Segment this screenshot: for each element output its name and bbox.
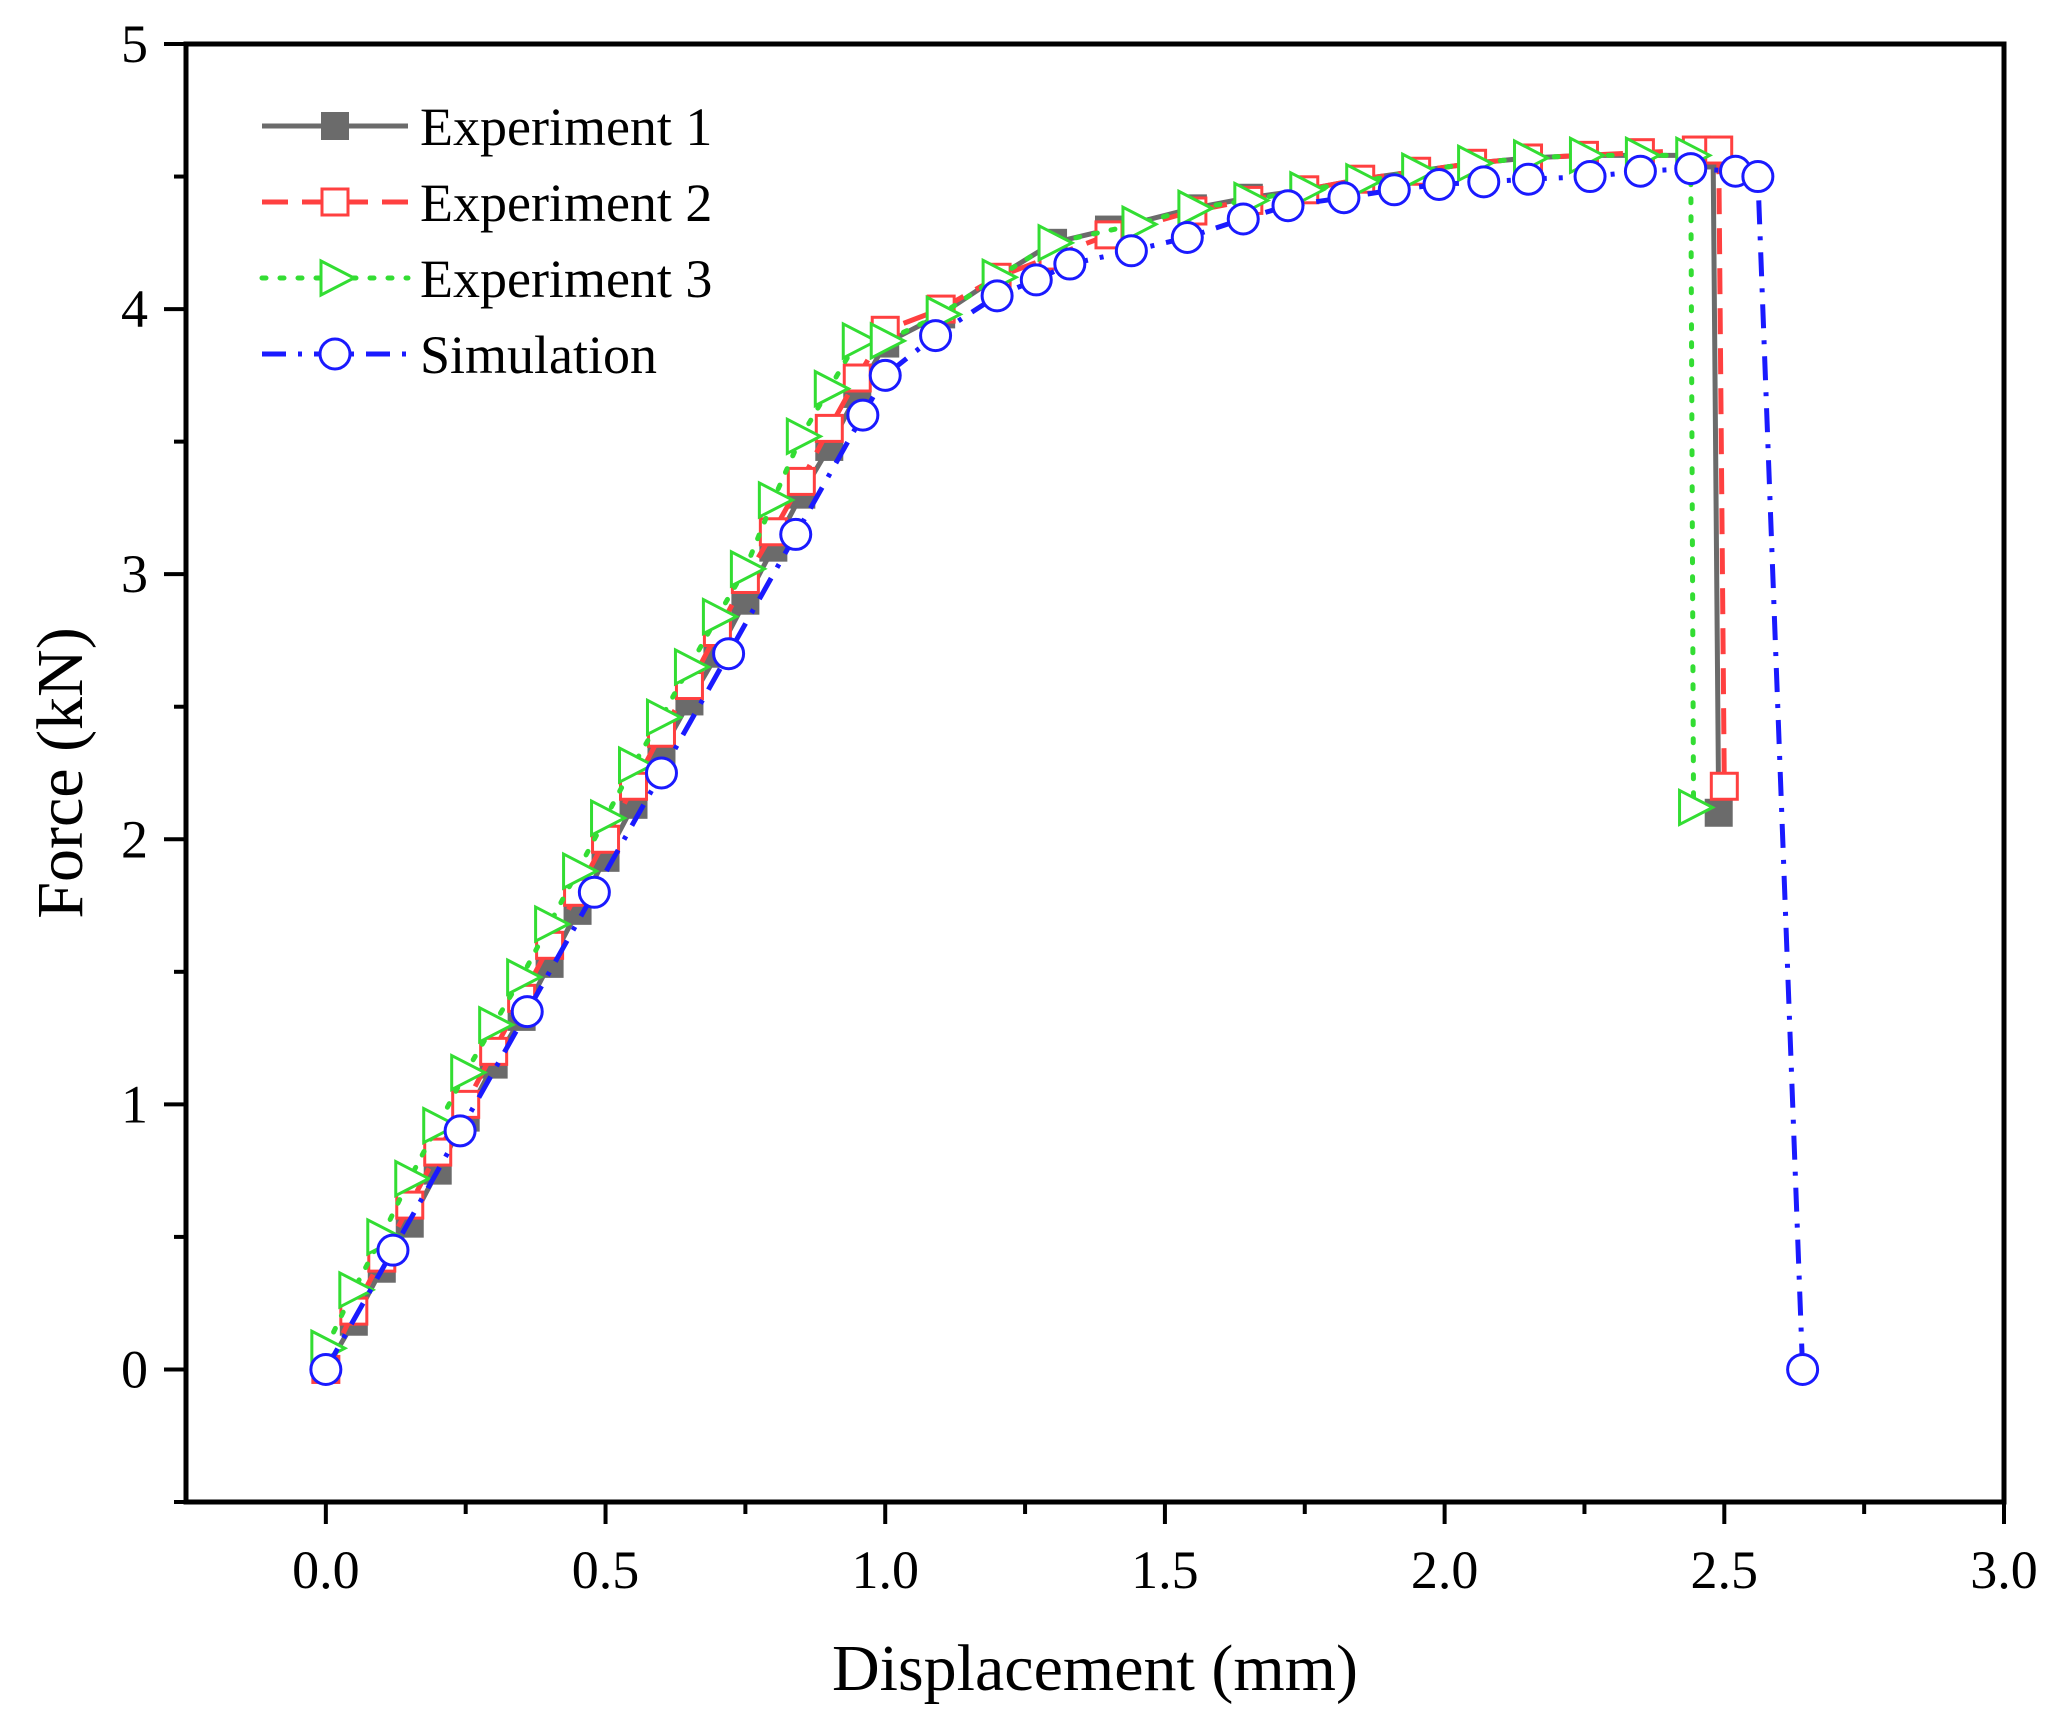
simulation-point xyxy=(1467,165,1501,199)
experiment-3-point xyxy=(1401,151,1439,191)
experiment-3-point xyxy=(729,549,768,589)
experiment-3-point xyxy=(562,851,600,891)
experiment-3-point xyxy=(534,904,572,944)
experiment-3-point xyxy=(785,416,824,456)
experiment-2-point xyxy=(395,1190,425,1220)
simulation-point xyxy=(443,1114,477,1148)
tick-labels: 0.0 0.5 1.0 1.5 2.0 2.5 3.0 0 1 2 3 4 5 xyxy=(121,14,2038,1600)
y-axis-title: Force (kN) xyxy=(24,627,97,918)
experiment-1-point xyxy=(1704,798,1733,827)
simulation-point xyxy=(1512,162,1546,196)
x-tick-label: 1.0 xyxy=(851,1540,919,1600)
simulation-point xyxy=(1327,181,1361,215)
experiment-3-point xyxy=(673,647,712,687)
x-axis-title: Displacement (mm) xyxy=(832,1632,1358,1705)
experiment-2-point xyxy=(451,1089,481,1119)
legend-label-experiment-1: Experiment 1 xyxy=(420,97,712,157)
x-tick-label: 3.0 xyxy=(1970,1540,2038,1600)
experiment-3-point xyxy=(450,1053,488,1093)
simulation-point xyxy=(712,637,746,671)
y-tick-label: 4 xyxy=(121,279,148,339)
simulation-point xyxy=(1422,167,1456,201)
axis-ticks xyxy=(164,42,2006,1524)
y-tick-label: 3 xyxy=(121,544,148,604)
simulation-point xyxy=(779,517,813,551)
simulation-point xyxy=(1170,221,1204,255)
x-tick-label: 1.5 xyxy=(1131,1540,1199,1600)
legend-item-experiment-2: Experiment 2 xyxy=(262,173,712,233)
legend-item-simulation: Simulation xyxy=(262,325,657,385)
experiment-3-point xyxy=(701,597,740,637)
simulation-point xyxy=(1114,234,1148,268)
simulation-point xyxy=(1786,1352,1820,1386)
experiment-3-point xyxy=(841,321,880,361)
simulation-point xyxy=(846,398,880,432)
legend-label-experiment-2: Experiment 2 xyxy=(420,173,712,233)
legend-label-simulation: Simulation xyxy=(420,325,657,385)
simulation-point xyxy=(1573,160,1607,194)
experiment-3-point xyxy=(338,1270,377,1310)
experiment-3-point xyxy=(590,798,628,838)
legend-item-experiment-1: Experiment 1 xyxy=(262,97,712,157)
simulation-point xyxy=(868,358,902,392)
simulation-point xyxy=(980,279,1014,313)
experiment-3-point xyxy=(1121,204,1160,244)
x-tick-label: 2.5 xyxy=(1691,1540,1759,1600)
experiment-3-point xyxy=(478,1005,516,1045)
simulation-point xyxy=(1674,152,1708,186)
experiment-3-point xyxy=(645,697,684,737)
experiment-3-point xyxy=(618,745,656,785)
legend-marker-simulation xyxy=(318,337,352,371)
simulation-point xyxy=(1377,173,1411,207)
experiment-3-point xyxy=(506,957,544,997)
simulation-point xyxy=(919,319,953,353)
simulation-point xyxy=(1271,189,1305,223)
experiment-2-point xyxy=(786,466,816,496)
simulation-series xyxy=(309,152,1820,1386)
x-tick-label: 2.0 xyxy=(1411,1540,1479,1600)
x-tick-label: 0.5 xyxy=(572,1540,640,1600)
experiment-3-point xyxy=(1177,188,1216,228)
simulation-point xyxy=(577,875,611,909)
experiment-3-point xyxy=(757,480,796,520)
y-tick-label: 2 xyxy=(121,809,148,869)
legend: Experiment 1 Experiment 2 Experiment 3 Simu… xyxy=(259,97,712,385)
legend-marker-experiment-3 xyxy=(319,258,358,298)
legend-item-experiment-3: Experiment 3 xyxy=(259,249,712,309)
simulation-point xyxy=(1019,263,1053,297)
plot-area xyxy=(309,135,1820,1386)
x-tick-label: 0.0 xyxy=(292,1540,360,1600)
experiment-2-point xyxy=(1709,771,1739,801)
experiment-3-point xyxy=(422,1106,460,1146)
experiment-2-point xyxy=(842,363,872,393)
y-tick-label: 0 xyxy=(121,1339,148,1399)
simulation-point xyxy=(376,1233,410,1267)
experiment-2-point xyxy=(423,1137,453,1167)
legend-label-experiment-3: Experiment 3 xyxy=(420,249,712,309)
legend-marker-experiment-1 xyxy=(321,112,349,140)
simulation-point xyxy=(1623,154,1657,188)
experiment-2-series xyxy=(311,135,1739,1384)
experiment-3-point xyxy=(1678,788,1716,827)
y-tick-label: 5 xyxy=(121,14,148,74)
experiment-3-point xyxy=(394,1159,433,1199)
experiment-3-point xyxy=(869,321,908,361)
simulation-point xyxy=(644,756,678,790)
simulation-point xyxy=(309,1352,343,1386)
simulation-point xyxy=(510,995,544,1029)
simulation-point xyxy=(1226,202,1260,236)
simulation-point xyxy=(1741,160,1775,194)
legend-marker-experiment-2 xyxy=(320,187,350,217)
plot-frame xyxy=(183,41,2007,1505)
experiment-3-point xyxy=(813,369,852,409)
y-tick-label: 1 xyxy=(121,1074,148,1134)
experiment-3-point xyxy=(1037,223,1076,263)
simulation-point xyxy=(1053,247,1087,281)
experiment-3-series xyxy=(310,135,1716,1368)
